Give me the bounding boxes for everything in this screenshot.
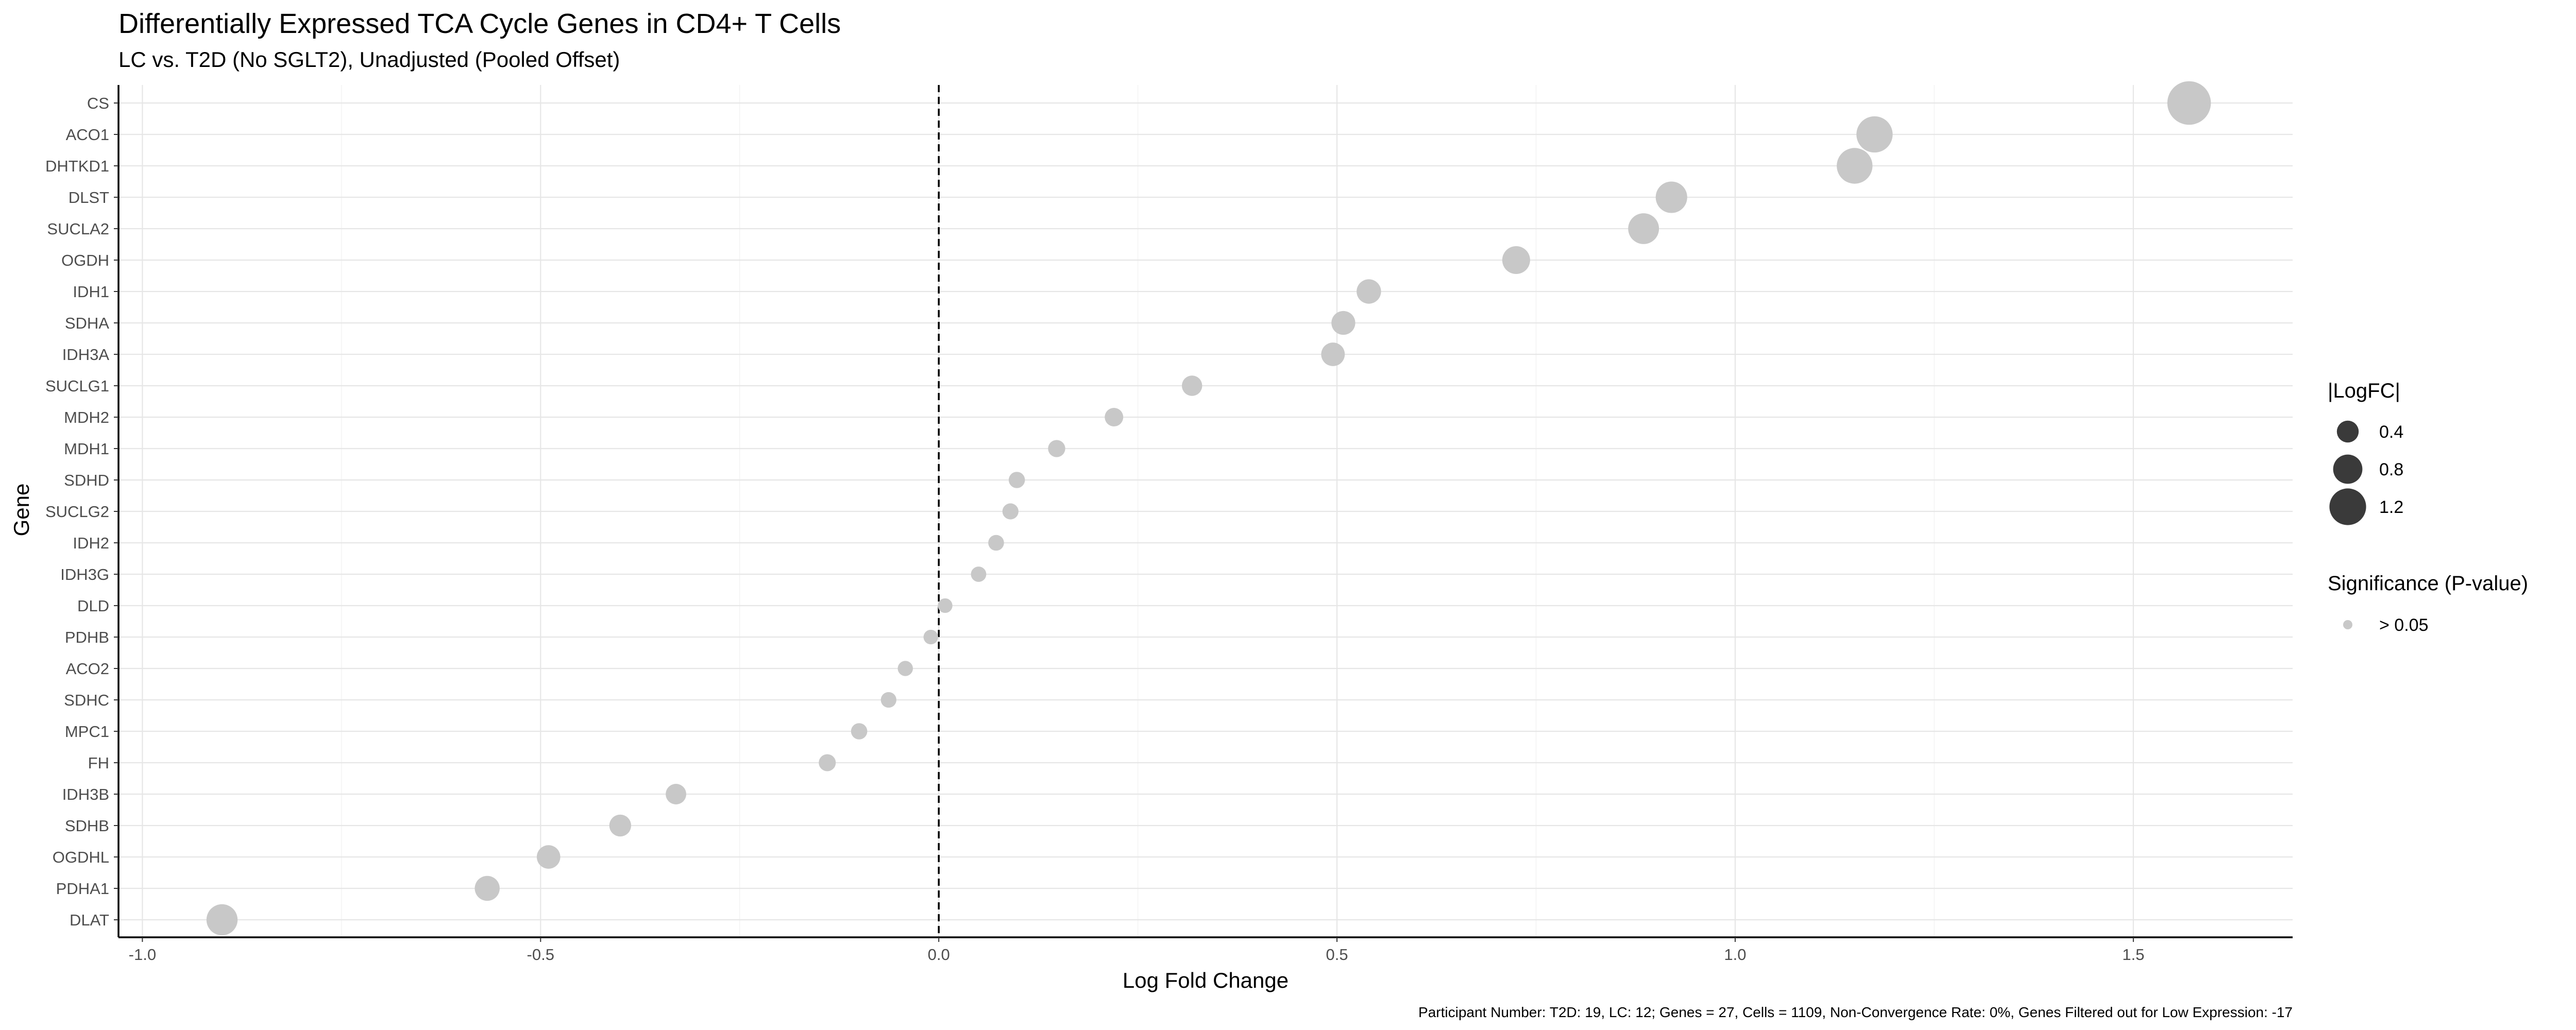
y-tick-label: PDHA1 bbox=[56, 880, 109, 898]
y-tick-label: MDH1 bbox=[64, 440, 109, 458]
point-sucla2 bbox=[1628, 213, 1659, 244]
point-mdh1 bbox=[1048, 440, 1065, 457]
y-tick-label: IDH3B bbox=[62, 785, 109, 803]
y-tick-label: DLAT bbox=[70, 911, 109, 929]
point-idh2 bbox=[988, 535, 1004, 551]
grid bbox=[118, 85, 2293, 937]
y-tick-label: ACO2 bbox=[66, 660, 109, 678]
legend-size-label: 0.8 bbox=[2379, 460, 2403, 479]
point-suclg1 bbox=[1181, 375, 1202, 396]
y-tick-label: CS bbox=[87, 94, 109, 112]
legend-size-label: 0.4 bbox=[2379, 422, 2403, 442]
y-tick-label: DLD bbox=[77, 597, 109, 615]
legend-size-swatch bbox=[2333, 454, 2363, 484]
y-axis-title: Gene bbox=[9, 484, 33, 537]
y-tick-label: DLST bbox=[69, 188, 109, 207]
y-tick-label: SUCLA2 bbox=[47, 220, 109, 238]
legend-color-label: > 0.05 bbox=[2379, 615, 2428, 635]
point-idh3g bbox=[971, 566, 987, 582]
y-tick-label: IDH3A bbox=[62, 346, 110, 364]
y-tick-label: PDHB bbox=[65, 628, 109, 646]
point-mdh2 bbox=[1105, 408, 1124, 426]
legend-color: Significance (P-value) > 0.05 bbox=[2328, 572, 2528, 635]
x-tick-labels: -1.0 -0.5 0.0 0.5 1.0 1.5 bbox=[129, 937, 2144, 964]
y-tick-label: MPC1 bbox=[65, 723, 109, 741]
point-ogdhl bbox=[536, 845, 561, 869]
legend-size-items: 0.4 0.8 1.2 bbox=[2329, 420, 2403, 525]
point-dlat bbox=[206, 904, 238, 936]
legend-size-swatch bbox=[2329, 488, 2366, 525]
legend-color-swatch bbox=[2343, 620, 2352, 629]
y-tick-labels: CS ACO1 DHTKD1 DLST SUCLA2 OGDH IDH1 SDHA IDH3A S… bbox=[45, 94, 118, 929]
point-dlst bbox=[1655, 181, 1687, 213]
y-tick-label: SDHA bbox=[65, 314, 109, 332]
point-idh1 bbox=[1357, 279, 1381, 304]
point-idh3a bbox=[1321, 342, 1345, 366]
x-tick-label: -1.0 bbox=[129, 946, 156, 964]
y-tick-label: SUCLG1 bbox=[45, 377, 109, 395]
legend-size-title: |LogFC| bbox=[2328, 380, 2400, 402]
y-tick-label: OGDHL bbox=[53, 848, 109, 866]
point-dhtkd1 bbox=[1837, 148, 1873, 184]
point-pdhb bbox=[923, 629, 938, 645]
y-tick-label: IDH3G bbox=[60, 565, 109, 583]
legend-size: |LogFC| 0.4 0.8 1.2 bbox=[2328, 380, 2403, 525]
y-tick-label: DHTKD1 bbox=[45, 157, 109, 175]
y-tick-label: FH bbox=[88, 754, 109, 772]
chart-title: Differentially Expressed TCA Cycle Genes… bbox=[118, 8, 841, 39]
point-pdha1 bbox=[474, 876, 500, 901]
y-tick-label: SUCLG2 bbox=[45, 503, 109, 521]
legend-size-label: 1.2 bbox=[2379, 497, 2403, 517]
point-aco2 bbox=[897, 661, 913, 676]
legend-color-items: > 0.05 bbox=[2343, 615, 2428, 635]
point-sdha bbox=[1331, 311, 1355, 335]
point-sdhb bbox=[609, 814, 632, 837]
point-mpc1 bbox=[851, 723, 868, 740]
y-tick-label: SDHB bbox=[65, 817, 109, 835]
legend-color-title: Significance (P-value) bbox=[2328, 572, 2528, 595]
point-idh3b bbox=[666, 784, 686, 804]
point-ogdh bbox=[1502, 246, 1530, 274]
chart-subtitle: LC vs. T2D (No SGLT2), Unadjusted (Poole… bbox=[118, 47, 620, 72]
x-tick-label: -0.5 bbox=[527, 946, 554, 964]
y-tick-label: SDHD bbox=[64, 471, 109, 489]
point-sdhc bbox=[880, 692, 896, 708]
point-cs bbox=[2167, 81, 2211, 125]
y-tick-label: IDH2 bbox=[73, 534, 109, 552]
y-tick-label: SDHC bbox=[64, 691, 109, 709]
point-fh bbox=[819, 754, 836, 771]
x-tick-label: 1.5 bbox=[2122, 946, 2144, 964]
x-tick-label: 0.0 bbox=[928, 946, 950, 964]
chart-caption: Participant Number: T2D: 19, LC: 12; Gen… bbox=[1418, 1004, 2293, 1020]
x-tick-label: 1.0 bbox=[1724, 946, 1746, 964]
y-tick-label: OGDH bbox=[61, 251, 109, 269]
y-tick-label: MDH2 bbox=[64, 408, 109, 426]
legend-size-swatch bbox=[2336, 420, 2359, 443]
point-sdhd bbox=[1008, 472, 1025, 488]
x-tick-label: 0.5 bbox=[1326, 946, 1348, 964]
points-layer bbox=[206, 81, 2211, 936]
point-aco1 bbox=[1856, 116, 1893, 153]
y-tick-label: IDH1 bbox=[73, 283, 109, 301]
point-dld bbox=[938, 598, 953, 613]
y-tick-label: ACO1 bbox=[66, 126, 109, 144]
point-suclg2 bbox=[1002, 503, 1019, 520]
x-axis-title: Log Fold Change bbox=[1123, 968, 1289, 992]
